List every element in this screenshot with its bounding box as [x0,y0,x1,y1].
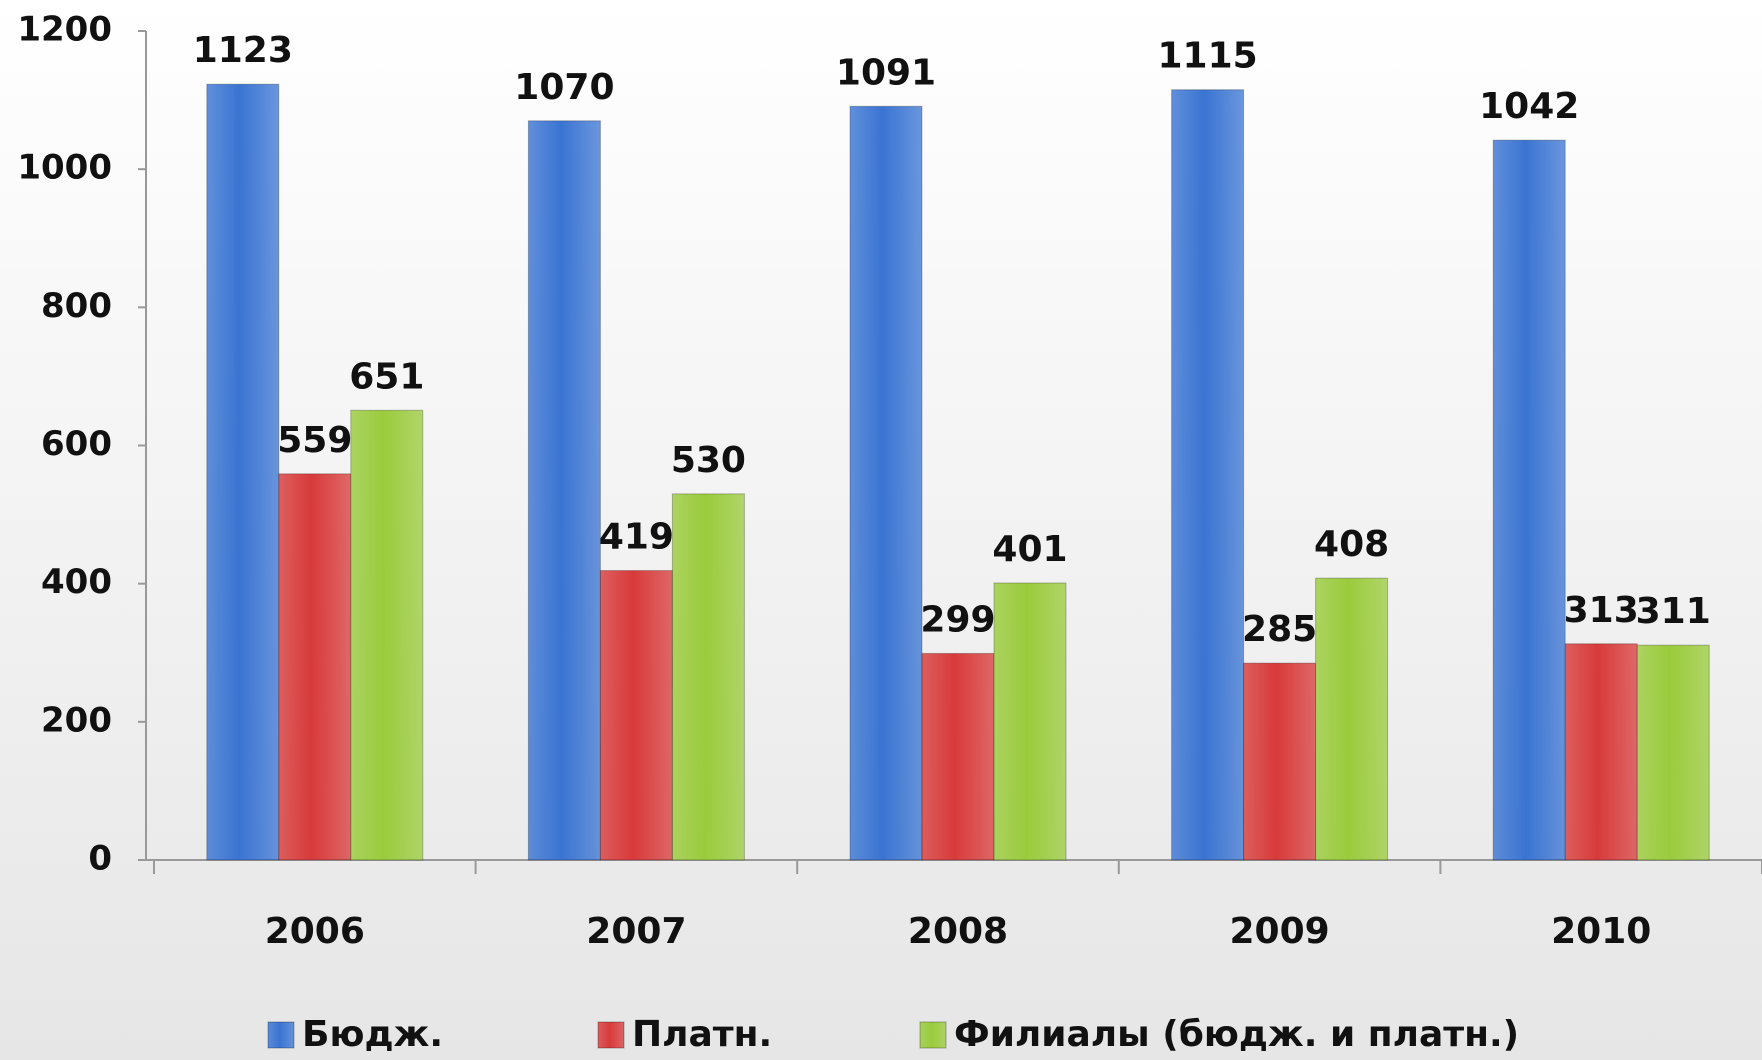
bar [527,120,601,861]
bar [599,570,673,861]
data-label: 313 [1564,590,1639,631]
data-label: 311 [1636,591,1711,632]
data-label: 1070 [514,67,614,108]
data-label: 530 [671,440,746,481]
data-label: 401 [992,529,1067,570]
bar [206,83,280,861]
y-tick-label: 0 [88,839,112,879]
bar [278,473,352,861]
data-label: 408 [1314,524,1389,565]
bar [350,409,424,861]
data-label: 285 [1242,609,1317,650]
data-label: 1115 [1157,36,1257,77]
bar [671,493,745,861]
legend-label: Бюдж. [302,1014,443,1055]
y-tick-label: 600 [41,424,112,464]
legend-swatch [597,1021,625,1049]
data-label: 1091 [836,52,936,93]
y-tick-label: 800 [41,286,112,326]
data-label: 299 [920,599,995,640]
bar [1243,662,1317,861]
legend-label: Платн. [632,1014,772,1055]
data-label: 419 [599,517,674,558]
bar [1315,577,1389,861]
bar [921,652,995,861]
legend-swatch [267,1021,295,1049]
data-label: 559 [277,420,352,461]
y-tick-label: 400 [41,562,112,602]
bar [993,582,1067,861]
x-tick-label: 2010 [1551,911,1651,952]
y-tick-label: 1000 [17,148,112,188]
legend-swatch [919,1021,947,1049]
y-tick-label: 200 [41,700,112,740]
bar [1171,89,1245,861]
x-tick-label: 2007 [586,911,686,952]
bar [1492,139,1566,861]
x-tick-label: 2008 [908,911,1008,952]
y-tick-label: 1200 [17,10,112,50]
data-label: 1042 [1479,86,1579,127]
x-tick-label: 2006 [265,911,365,952]
bar [1564,643,1638,861]
bar [1636,644,1710,861]
data-label: 1123 [193,30,293,71]
bar [849,105,923,861]
legend-label: Филиалы (бюдж. и платн.) [954,1014,1519,1055]
x-tick-label: 2009 [1229,911,1329,952]
data-label: 651 [349,356,424,397]
